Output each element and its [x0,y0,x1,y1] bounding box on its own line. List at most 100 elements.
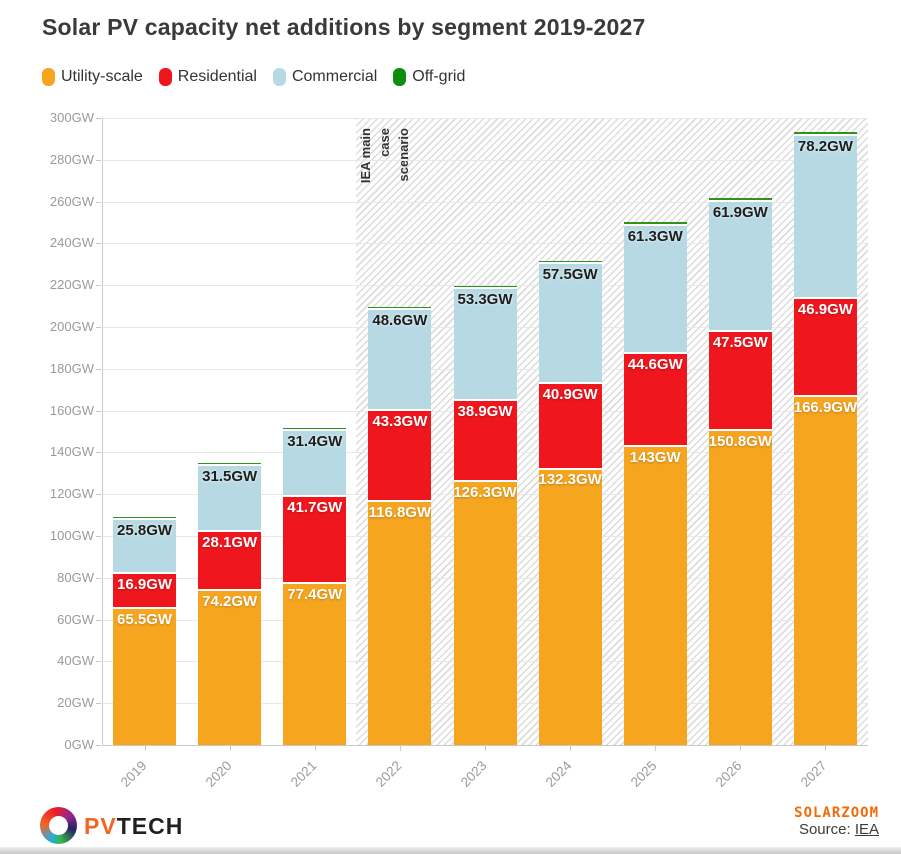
pvtech-wordmark: PVTECH [84,813,183,840]
segment-off-grid [793,131,857,135]
y-tick [96,745,101,746]
y-axis-label: 80GW [57,569,94,585]
y-tick [96,243,101,245]
gridline [102,159,868,161]
segment-divider [538,261,602,264]
value-label: 57.5GW [542,265,598,283]
x-tick [825,745,827,751]
x-axis-label: 2025 [627,758,660,790]
x-axis-label: 2019 [117,758,150,790]
y-axis-label: 240GW [49,235,94,251]
value-label: 47.5GW [712,333,768,351]
y-axis-label: 160GW [49,402,94,418]
legend-item-residential: Residential [158,68,257,86]
value-label: 61.9GW [712,204,768,222]
y-tick [96,494,101,496]
value-label: 116.8GW [368,503,432,521]
x-axis-label: 2024 [542,758,575,790]
segment-utility-scale [793,396,857,745]
value-label: 143GW [629,449,681,467]
segment-commercial [113,518,177,573]
segment-divider [623,223,687,226]
y-tick [96,410,101,412]
segment-divider [538,382,602,385]
value-label: 65.5GW [117,611,173,629]
segment-divider [708,200,772,203]
pvtech-logo-icon [40,807,77,844]
bar-2027: 166.9GW 46.9GW 78.2GW [794,118,857,745]
y-tick [96,703,101,705]
segment-utility-scale [368,500,432,745]
value-label: 16.9GW [117,575,173,593]
x-axis-label: 2022 [372,758,405,790]
segment-divider [793,297,857,300]
value-label: 43.3GW [372,413,428,431]
segment-off-grid [283,428,347,431]
x-tick [570,745,572,751]
segment-commercial [793,134,857,299]
y-axis-label: 220GW [49,277,94,293]
value-label: 150.8GW [708,432,773,450]
legend-label: Off-grid [412,68,466,85]
gridline [102,285,868,287]
segment-residential [708,330,772,430]
x-axis-label: 2021 [287,758,320,790]
segment-divider [708,329,772,332]
segment-utility-scale [283,583,347,745]
segment-residential [538,383,602,469]
segment-divider [453,287,517,290]
segment-commercial [538,262,602,384]
segment-utility-scale [113,608,177,745]
segment-divider [113,607,177,610]
source-label: Source: [798,821,855,838]
x-axis-label: 2026 [713,758,745,790]
segment-utility-scale [198,589,262,745]
bar-2022: 116.8GW 43.3GW 48.6GW [368,118,432,745]
y-axis-label: 60GW [57,611,94,627]
segment-residential [453,399,517,482]
value-label: 61.3GW [627,227,683,245]
y-tick [96,285,101,287]
footer-divider [0,847,901,854]
segment-off-grid [708,198,772,202]
bar-2021: 77.4GW 41.7GW 31.4GW [283,118,347,745]
x-axis-label: 2020 [202,758,235,790]
y-axis-label: 260GW [49,193,94,209]
bar-2019: 65.5GW 16.9GW 25.8GW [113,118,177,745]
value-label: 48.6GW [372,311,428,329]
x-tick [314,745,316,751]
source-line: Source: IEA [799,821,879,838]
value-label: 46.9GW [797,301,853,319]
y-tick [96,201,101,203]
segment-residential [283,496,347,584]
segment-commercial [708,201,772,331]
value-label: 78.2GW [797,137,853,155]
y-tick [96,118,101,119]
source-link[interactable]: IEA [854,821,879,838]
value-label: 53.3GW [457,291,513,309]
value-label: 31.4GW [287,433,343,451]
segment-divider [453,480,517,483]
bar-2026: 150.8GW 47.5GW 61.9GW [709,118,772,745]
gridline [102,201,868,203]
value-label: 74.2GW [202,592,258,610]
segment-residential [793,298,857,397]
value-label: 126.3GW [453,484,517,502]
value-label: 31.5GW [202,468,258,486]
bar-2023: 126.3GW 38.9GW 53.3GW [453,118,517,745]
y-axis-label: 100GW [49,528,94,543]
value-label: 28.1GW [202,534,258,552]
value-label: 40.9GW [542,386,598,403]
legend-item-commercial: Commercial [272,68,377,86]
segment-divider [623,445,687,448]
off-grid-swatch-icon [393,68,407,86]
y-axis-label: 280GW [49,151,94,167]
y-axis-label: 0GW [64,737,94,752]
segment-divider [623,351,687,354]
segment-divider [198,588,262,591]
y-tick [96,368,101,370]
value-label: 166.9GW [793,399,858,417]
y-tick [96,536,101,537]
segment-divider [283,429,347,432]
segment-divider [113,571,177,574]
